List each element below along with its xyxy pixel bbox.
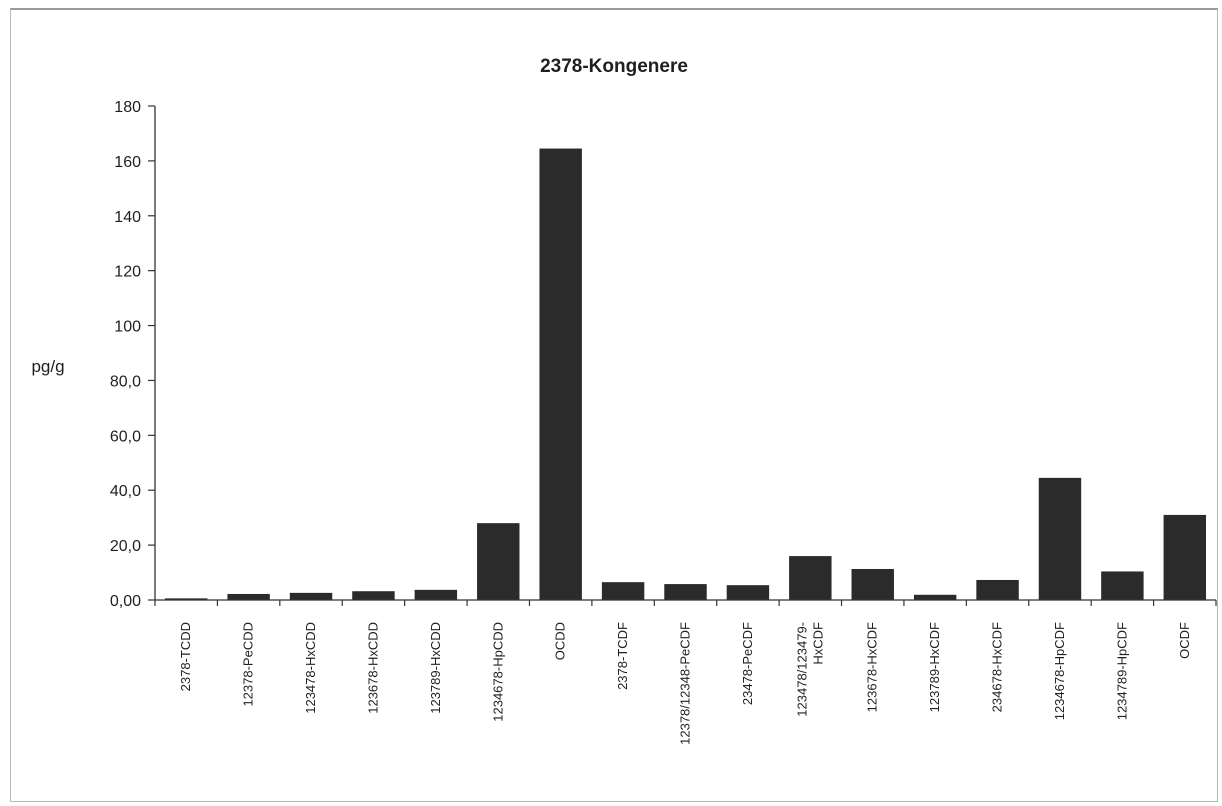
x-tick-label: 1234678-HpCDF	[1052, 622, 1067, 720]
x-tick-label: 123789-HxCDF	[927, 622, 942, 712]
bar-10	[726, 585, 770, 600]
x-tick-label: 1234678-HpCDD	[490, 622, 505, 722]
bar-14	[976, 579, 1019, 600]
x-tick-label: 12378-PeCDD	[241, 622, 256, 707]
x-tick-label: 1234789-HpCDF	[1114, 622, 1129, 720]
bar-8	[601, 582, 645, 600]
x-tick-label: 12378/12348-PeCDF	[678, 622, 693, 745]
x-tick-label: 123478/123479-HxCDF	[794, 622, 825, 717]
bar-16	[1101, 571, 1144, 600]
bar-7	[539, 148, 582, 601]
y-tick-label: 100	[114, 319, 141, 336]
y-axis: 0,00 20,0 40,0 60,0 80,0 100 120 140 160 180	[110, 99, 156, 610]
bar-9	[664, 584, 707, 600]
bar-2	[227, 593, 270, 600]
y-tick-label: 120	[114, 264, 141, 281]
chart-frame	[10, 8, 1218, 802]
bar-1	[164, 598, 208, 600]
x-tick-label: 2378-TCDD	[178, 622, 193, 691]
bar-17	[1163, 514, 1207, 600]
bar-4	[352, 591, 395, 600]
x-tick-label: 23478-PeCDF	[740, 622, 755, 705]
y-tick-label: 60,0	[110, 428, 141, 445]
y-tick-label: 20,0	[110, 538, 141, 555]
y-tick-label: 140	[114, 209, 141, 226]
x-tick-label: 123789-HxCDD	[428, 622, 443, 714]
x-tick-label: 123678-HxCDF	[865, 622, 880, 712]
y-tick-label: 80,0	[110, 373, 141, 390]
chart-title: 2378-Kongenere	[540, 56, 688, 77]
x-tick-label: 123478-HxCDD	[303, 622, 318, 714]
x-tick-label: 234678-HxCDF	[990, 622, 1005, 712]
bar-15	[1038, 477, 1082, 600]
bar-3	[289, 592, 333, 600]
y-tick-label: 40,0	[110, 483, 141, 500]
x-tick-label: 2378-TCDF	[615, 622, 630, 690]
x-axis: 2378-TCDD 12378-PeCDD 123478-HxCDD 123678-H…	[154, 599, 1217, 745]
bar-12	[851, 568, 894, 600]
x-tick-label: OCDF	[1177, 622, 1192, 659]
x-tick-label: 123678-HxCDD	[365, 622, 380, 714]
bar-5	[414, 589, 458, 600]
bar-13	[913, 594, 957, 600]
bar-11	[789, 556, 832, 600]
x-tick-label: OCDD	[553, 622, 568, 660]
y-tick-label: 180	[114, 99, 141, 116]
bar-6	[477, 523, 520, 600]
bars-group	[164, 148, 1207, 601]
y-tick-label: 0,00	[110, 593, 141, 610]
y-tick-label: 160	[114, 154, 141, 171]
y-axis-label: pg/g	[31, 357, 64, 376]
